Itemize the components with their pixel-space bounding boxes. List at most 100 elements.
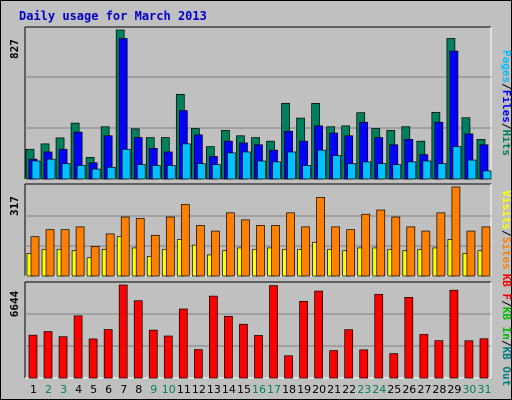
day-label-9: 9 bbox=[150, 383, 157, 396]
sites-bar-day-3 bbox=[60, 229, 70, 277]
legend-entry: KB In bbox=[500, 307, 511, 340]
day-label-12: 12 bbox=[192, 383, 206, 396]
pages-bar-day-11 bbox=[181, 143, 191, 180]
kbf-bar-day-11 bbox=[178, 308, 188, 379]
kbf-bar-day-28 bbox=[434, 340, 444, 379]
pages-bar-day-7 bbox=[121, 148, 131, 180]
kbf-bar-day-4 bbox=[73, 315, 83, 379]
day-label-10: 10 bbox=[162, 383, 176, 396]
day-label-6: 6 bbox=[105, 383, 112, 396]
pages-bar-day-12 bbox=[197, 163, 206, 180]
sites-bar-day-27 bbox=[421, 230, 431, 277]
pages-bar-day-4 bbox=[76, 165, 86, 180]
pages-bar-day-8 bbox=[136, 164, 146, 180]
day-label-30: 30 bbox=[462, 383, 476, 396]
day-label-23: 23 bbox=[357, 383, 371, 396]
kbf-bar-day-16 bbox=[254, 335, 263, 379]
kbf-bar-day-5 bbox=[88, 338, 98, 379]
sites-bar-day-28 bbox=[436, 212, 446, 277]
kbf-bar-day-3 bbox=[58, 336, 68, 379]
day-label-31: 31 bbox=[477, 383, 491, 396]
day-label-5: 5 bbox=[90, 383, 97, 396]
kbf-bar-day-24 bbox=[374, 293, 384, 379]
pages-bar-day-10 bbox=[166, 165, 176, 180]
pages-bar-day-31 bbox=[482, 170, 492, 180]
day-label-17: 17 bbox=[267, 383, 281, 396]
kbf-bar-day-21 bbox=[329, 350, 338, 379]
kbf-bar-day-1 bbox=[28, 334, 38, 379]
pages-bar-day-15 bbox=[242, 151, 251, 180]
pages-bar-day-22 bbox=[347, 163, 357, 180]
kbf-bar-day-14 bbox=[224, 315, 233, 379]
legend-entry: KB F bbox=[500, 274, 511, 301]
sites-bar-day-7 bbox=[120, 216, 130, 277]
sites-bar-day-2 bbox=[45, 229, 55, 277]
kbf-bar-day-18 bbox=[284, 355, 293, 379]
sites-bar-day-25 bbox=[391, 216, 401, 277]
legend-entry: / bbox=[500, 230, 511, 237]
day-label-2: 2 bbox=[45, 383, 52, 396]
sites-bar-day-18 bbox=[286, 212, 295, 277]
sites-bar-day-29 bbox=[451, 186, 461, 277]
pages-bar-day-26 bbox=[407, 161, 417, 180]
sites-bar-day-16 bbox=[256, 225, 265, 277]
day-label-24: 24 bbox=[372, 383, 386, 396]
sites-bar-day-8 bbox=[135, 218, 145, 277]
kbf-bar-day-9 bbox=[148, 329, 158, 379]
legend-entry: Files bbox=[500, 90, 511, 123]
day-label-26: 26 bbox=[402, 383, 416, 396]
legend-entry: Pages bbox=[500, 50, 511, 83]
day-label-25: 25 bbox=[387, 383, 401, 396]
sites-bar-day-13 bbox=[211, 230, 220, 277]
day-label-28: 28 bbox=[432, 383, 446, 396]
day-label-7: 7 bbox=[120, 383, 127, 396]
legend-entry: KB Out bbox=[500, 347, 511, 387]
sites-bar-day-14 bbox=[226, 212, 235, 277]
day-label-11: 11 bbox=[177, 383, 191, 396]
kbf-bar-day-29 bbox=[449, 289, 459, 379]
sites-bar-day-1 bbox=[30, 236, 40, 277]
chart-title: Daily usage for March 2013 bbox=[19, 9, 207, 23]
legend-entry: / bbox=[500, 340, 511, 347]
sites-bar-day-26 bbox=[406, 226, 416, 277]
pages-bar-day-18 bbox=[287, 151, 296, 180]
day-label-21: 21 bbox=[327, 383, 341, 396]
panel-2-ymax-label: 317 bbox=[8, 196, 21, 216]
pages-bar-day-5 bbox=[91, 168, 101, 180]
sites-bar-day-6 bbox=[105, 233, 115, 277]
pages-bar-day-24 bbox=[377, 163, 387, 180]
pages-bar-day-6 bbox=[106, 166, 116, 180]
pages-bar-day-28 bbox=[437, 163, 447, 180]
sites-bar-day-31 bbox=[481, 226, 491, 277]
pages-bar-day-16 bbox=[257, 160, 266, 180]
kbf-bar-day-26 bbox=[404, 297, 414, 379]
day-label-18: 18 bbox=[282, 383, 296, 396]
kbf-bar-day-8 bbox=[133, 300, 143, 379]
day-label-20: 20 bbox=[312, 383, 326, 396]
sites-bar-day-21 bbox=[331, 226, 340, 277]
day-label-1: 1 bbox=[30, 383, 37, 396]
sites-bar-day-17 bbox=[271, 225, 280, 277]
day-label-13: 13 bbox=[207, 383, 221, 396]
day-label-8: 8 bbox=[135, 383, 142, 396]
pages-bar-day-9 bbox=[151, 165, 161, 180]
sites-bar-day-24 bbox=[376, 209, 386, 277]
day-label-14: 14 bbox=[222, 383, 236, 396]
sites-bar-day-30 bbox=[466, 230, 476, 277]
kbf-bar-day-6 bbox=[103, 329, 113, 379]
kbf-bar-day-17 bbox=[269, 285, 278, 379]
kbf-bar-day-30 bbox=[464, 340, 474, 379]
pages-bar-day-19 bbox=[302, 165, 311, 180]
panel-3-ymax-label: 6644 bbox=[8, 290, 21, 317]
pages-bar-day-29 bbox=[452, 146, 462, 180]
sites-bar-day-22 bbox=[346, 229, 356, 277]
panel-1-ymax-label: 827 bbox=[8, 39, 21, 59]
kbf-bar-day-15 bbox=[239, 323, 248, 379]
sites-bar-day-5 bbox=[90, 246, 100, 277]
pages-bar-day-20 bbox=[317, 149, 326, 180]
kbf-bar-day-31 bbox=[479, 338, 489, 379]
day-label-4: 4 bbox=[75, 383, 82, 396]
kbf-bar-day-2 bbox=[43, 331, 53, 379]
pages-bar-day-27 bbox=[422, 160, 432, 180]
